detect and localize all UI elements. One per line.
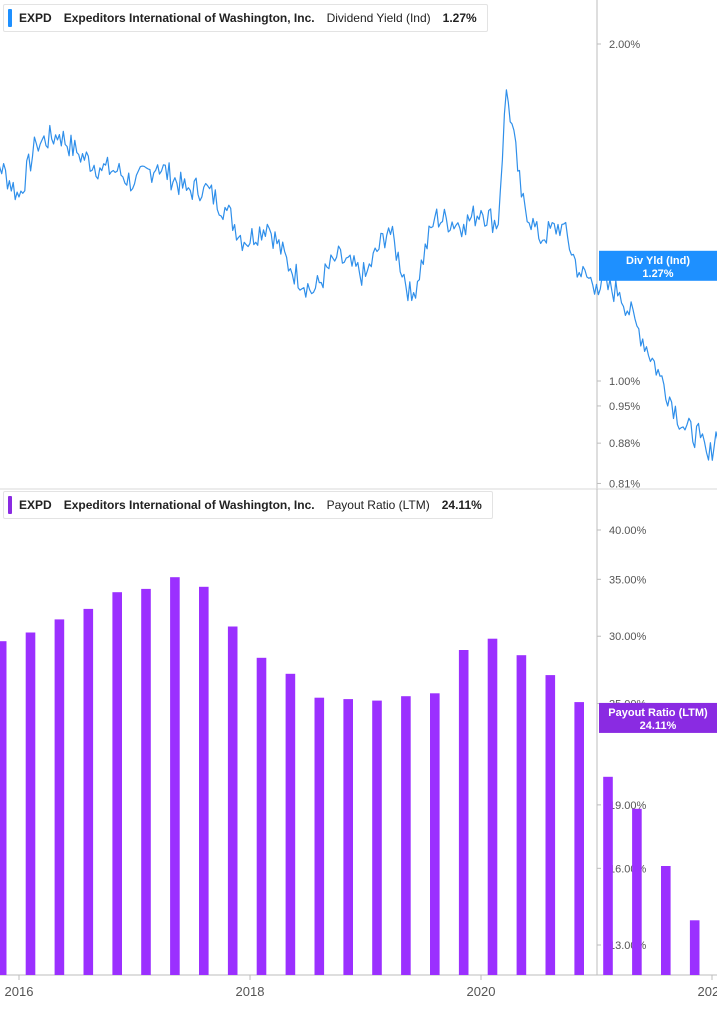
bottom-value-label-title: Payout Ratio (LTM) (608, 707, 708, 719)
payout-bar-7 (170, 577, 180, 975)
bottom-y-tick-label-1: 35.00% (609, 574, 647, 586)
top-y-tick-label-1: 1.00% (609, 376, 640, 388)
x-tick-label-3: 2022 (698, 984, 717, 999)
bottom-y-tick-label-0: 40.00% (609, 525, 647, 537)
top-y-tick-label-0: 2.00% (609, 39, 640, 51)
top-legend-swatch (8, 9, 12, 27)
payout-bar-17 (458, 650, 469, 975)
payout-bar-5 (112, 592, 122, 975)
payout-bar-23 (632, 808, 642, 975)
top-legend-company: Expeditors International of Washington, … (63, 11, 315, 25)
top-legend-value: 1.27% (442, 11, 477, 25)
top-legend-metric: Dividend Yield (Ind) (326, 11, 431, 25)
payout-bar-22 (603, 776, 613, 975)
payout-bar-12 (314, 697, 325, 975)
payout-bar-18 (487, 638, 498, 975)
bottom-value-label-value: 24.11% (640, 720, 677, 732)
dividend-yield-line (0, 89, 717, 461)
payout-bar-2 (25, 632, 36, 975)
top-legend-ticker: EXPD (19, 11, 52, 25)
payout-bar-8 (199, 586, 209, 975)
payout-bar-15 (401, 696, 411, 975)
payout-bar-4 (83, 608, 94, 975)
payout-bar-16 (430, 693, 440, 975)
x-tick-label-1: 2018 (236, 984, 265, 999)
x-tick-label-0: 2016 (5, 984, 34, 999)
top-y-tick-label-2: 0.95% (609, 401, 640, 413)
payout-bar-24 (661, 866, 671, 975)
payout-bar-1 (0, 641, 7, 975)
payout-bar-14 (372, 700, 382, 975)
payout-bar-11 (285, 673, 296, 975)
bottom-legend-value: 24.11% (441, 498, 482, 512)
payout-bar-19 (516, 655, 527, 975)
payout-bar-9 (227, 626, 238, 975)
payout-bar-10 (256, 657, 267, 975)
bottom-legend-company: Expeditors International of Washington, … (63, 498, 315, 512)
bottom-legend-metric: Payout Ratio (LTM) (326, 498, 430, 512)
bottom-legend-swatch (8, 496, 12, 514)
payout-bar-20 (545, 675, 556, 975)
bottom-legend-ticker: EXPD (19, 498, 52, 512)
top-y-tick-label-3: 0.88% (609, 438, 640, 450)
payout-bar-6 (141, 588, 151, 975)
top-y-tick-label-4: 0.81% (609, 478, 640, 490)
bottom-legend: EXPD Expeditors International of Washing… (3, 491, 493, 519)
top-value-label-box (599, 250, 717, 281)
bottom-y-tick-label-2: 30.00% (609, 631, 647, 643)
top-legend: EXPD Expeditors International of Washing… (3, 4, 488, 32)
payout-bar-3 (54, 619, 65, 975)
top-value-label-title: Div Yld (Ind) (626, 255, 690, 267)
x-tick-label-2: 2020 (467, 984, 496, 999)
payout-bar-21 (574, 702, 584, 975)
top-value-label-value: 1.27% (642, 268, 673, 280)
payout-bar-13 (343, 699, 353, 975)
payout-bar-25 (689, 920, 700, 975)
bottom-value-label-box (599, 702, 717, 733)
